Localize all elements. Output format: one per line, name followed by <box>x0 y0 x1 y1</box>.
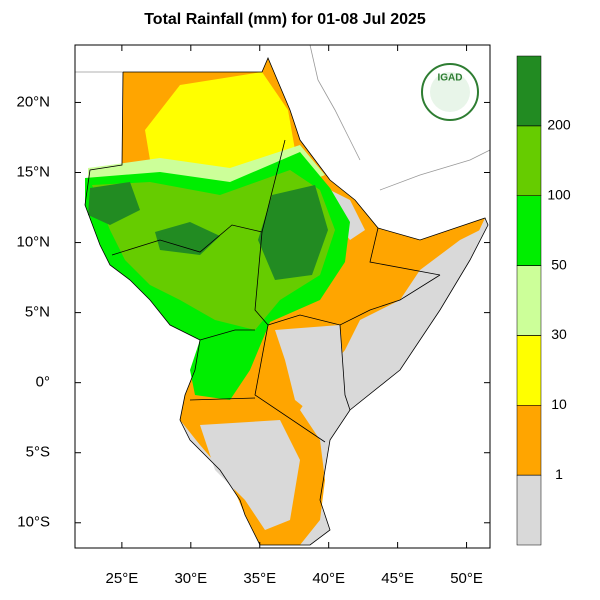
country-border <box>369 227 441 276</box>
logo-text: IGAD <box>438 73 463 84</box>
country-border <box>111 139 286 256</box>
rain-over-200 <box>88 182 140 225</box>
colorbar-bin <box>516 55 542 127</box>
colorbar-label: 50 <box>551 256 567 272</box>
colorbar-bin <box>516 265 542 336</box>
x-tick-label: 35°E <box>243 570 276 587</box>
y-tick-label: 20°N <box>16 93 50 110</box>
colorbar-bin <box>516 125 542 196</box>
y-tick-label: 15°N <box>16 163 50 180</box>
country-border <box>254 324 326 443</box>
outside-border <box>309 44 361 161</box>
land-dry <box>340 230 480 400</box>
colorbar-label: 100 <box>547 186 571 202</box>
colorbar-label: 30 <box>551 326 567 342</box>
y-tick-label: 5°S <box>26 444 50 461</box>
logo-inner <box>430 72 470 112</box>
rain-over-200 <box>155 222 220 255</box>
colorbar-bin <box>516 335 542 406</box>
colorbar-label: 200 <box>547 117 571 133</box>
map-frame <box>74 44 491 549</box>
country-border <box>199 329 255 341</box>
rain-over-200 <box>258 185 328 280</box>
map-area: IGAD <box>74 44 491 549</box>
colorbar-bin <box>516 405 542 476</box>
country-border <box>267 274 441 326</box>
land-dry <box>330 190 365 240</box>
x-tick-label: 30°E <box>174 570 207 587</box>
outside-border <box>379 149 491 191</box>
colorbar-label: 1 <box>555 466 563 482</box>
country-border <box>189 397 256 401</box>
land-dry <box>275 325 345 420</box>
x-tick-label: 40°E <box>312 570 345 587</box>
land-dry <box>200 420 300 530</box>
colorbar-bin <box>516 474 542 546</box>
x-tick-label: 50°E <box>450 570 483 587</box>
y-tick-label: 10°N <box>16 234 50 251</box>
country-border <box>84 56 489 546</box>
x-tick-label: 45°E <box>381 570 414 587</box>
y-tick-label: 5°N <box>25 304 50 321</box>
country-border <box>339 324 351 411</box>
rain-10-30 <box>145 72 295 170</box>
colorbar-bin <box>516 195 542 266</box>
y-tick-label: 0° <box>36 374 50 391</box>
colorbar-label: 10 <box>551 396 567 412</box>
x-tick-label: 25°E <box>106 570 139 587</box>
y-tick-label: 10°S <box>17 514 50 531</box>
map-title: Total Rainfall (mm) for 01-08 Jul 2025 <box>144 11 426 28</box>
country-border <box>254 231 269 326</box>
